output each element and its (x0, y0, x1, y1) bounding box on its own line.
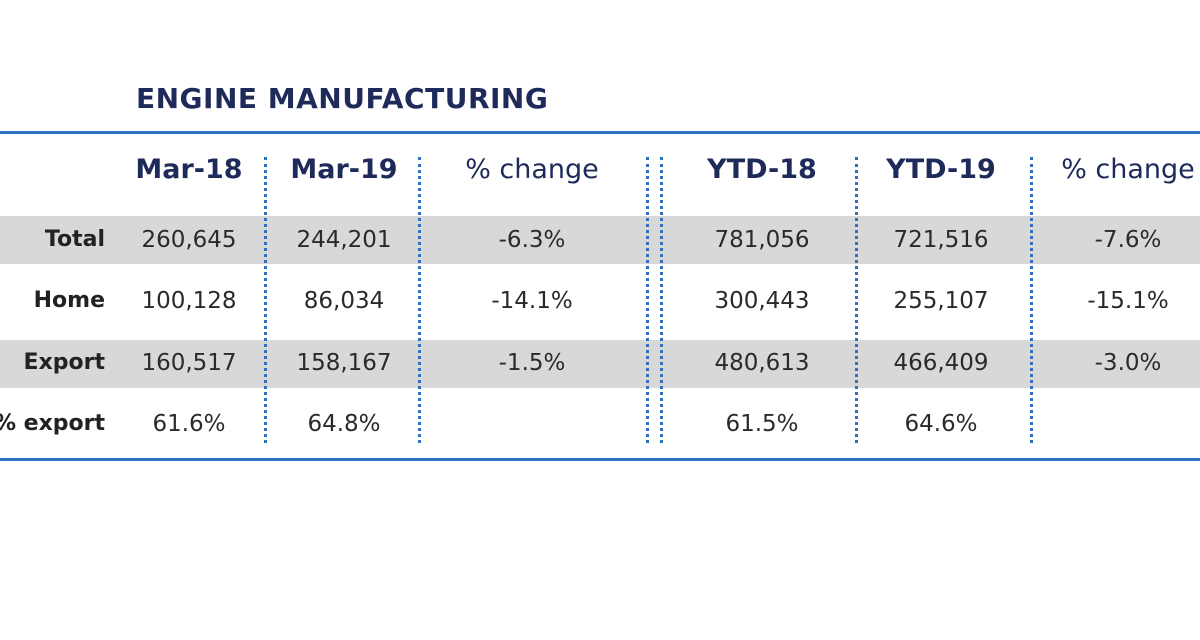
table-cell: 61.6% (152, 411, 226, 437)
table-cell: -15.1% (1087, 288, 1169, 314)
row-label: % export (0, 411, 105, 436)
table-cell: 721,516 (893, 227, 989, 253)
table-cell: -1.5% (498, 350, 566, 376)
table-cell: -14.1% (491, 288, 573, 314)
column-header: YTD-18 (707, 154, 817, 185)
column-divider (660, 157, 663, 443)
table-cell: 61.5% (725, 411, 799, 437)
table-cell: 781,056 (714, 227, 810, 253)
column-divider (418, 157, 421, 443)
table-cell: 466,409 (893, 350, 989, 376)
table-cell: 64.8% (307, 411, 381, 437)
column-header: YTD-19 (886, 154, 996, 185)
table-cell: 244,201 (296, 227, 392, 253)
bottom-rule (0, 458, 1200, 461)
table-cell: 158,167 (296, 350, 392, 376)
column-header: Mar-18 (135, 154, 243, 185)
column-header: % change (1061, 154, 1195, 185)
top-rule (0, 131, 1200, 134)
table-cell: 255,107 (893, 288, 989, 314)
table-title: ENGINE MANUFACTURING (136, 82, 549, 115)
table-cell: 100,128 (141, 288, 237, 314)
table-cell: -7.6% (1094, 227, 1162, 253)
table-cell: 64.6% (904, 411, 978, 437)
column-divider (855, 157, 858, 443)
table-cell: 300,443 (714, 288, 810, 314)
column-divider (646, 157, 649, 443)
row-label: Export (23, 350, 105, 375)
row-label: Total (44, 227, 105, 252)
table-cell: 480,613 (714, 350, 810, 376)
table-cell: -3.0% (1094, 350, 1162, 376)
column-divider (1030, 157, 1033, 443)
table-cell: -6.3% (498, 227, 566, 253)
row-band-total (0, 216, 1200, 264)
column-header: Mar-19 (290, 154, 398, 185)
row-label: Home (33, 288, 105, 313)
table-cell: 86,034 (303, 288, 385, 314)
row-band-export (0, 340, 1200, 388)
column-divider (264, 157, 267, 443)
table-cell: 260,645 (141, 227, 237, 253)
column-header: % change (465, 154, 599, 185)
table-cell: 160,517 (141, 350, 237, 376)
